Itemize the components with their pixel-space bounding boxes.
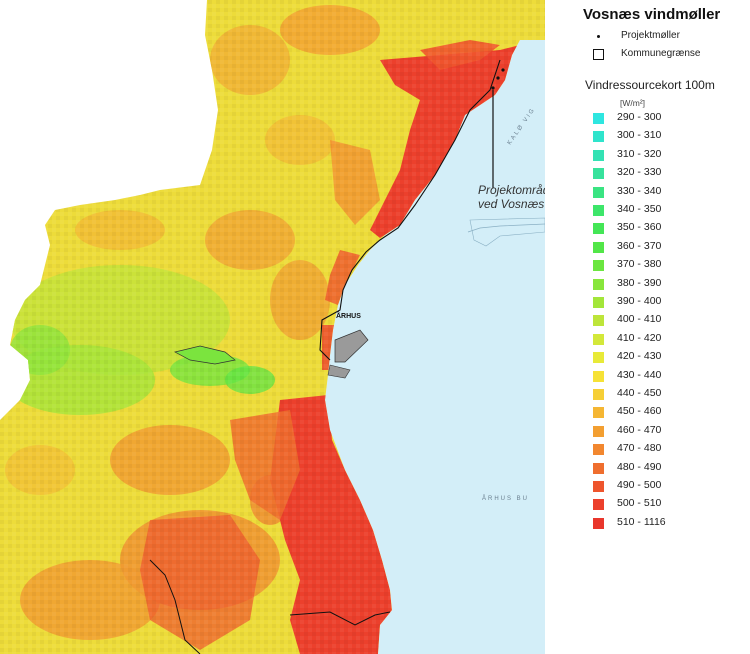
- legend-class-label: 400 - 410: [617, 313, 662, 326]
- legend-swatch: [593, 389, 604, 400]
- wind-resource-map[interactable]: Projektområdet ved Vosnæs ÅRHUS ÅRHUS BU…: [0, 0, 545, 654]
- legend-class-label: 300 - 310: [617, 129, 662, 142]
- legend-class-label: 510 - 1116: [617, 515, 666, 528]
- legend-class-label: 350 - 360: [617, 221, 662, 234]
- legend-class-label: 470 - 480: [617, 442, 662, 455]
- legend-swatch: [593, 499, 604, 511]
- legend-swatch: [593, 370, 604, 382]
- legend-class-label: 390 - 400: [617, 295, 662, 307]
- legend-swatch: [593, 149, 604, 161]
- legend-swatch: [593, 260, 604, 272]
- sea-water: [325, 40, 545, 654]
- wind-resource-unit: [W/m²]: [620, 98, 646, 108]
- legend-class-label: 360 - 370: [617, 239, 662, 252]
- harbour-pier: [327, 364, 351, 379]
- legend-swatch: [593, 186, 604, 198]
- legend-class-label: 500 - 510: [617, 497, 662, 510]
- project-label-line2: ved Vosnæs: [478, 197, 544, 211]
- legend-swatch: [593, 481, 604, 492]
- legend-class-label: 380 - 390: [617, 276, 662, 289]
- legend-swatch: [593, 278, 604, 290]
- legend-swatch: [593, 425, 604, 437]
- legend-symbol-label: Projektmøller: [621, 30, 680, 41]
- legend-swatch: [593, 131, 604, 143]
- wind-resource-title: Vindressourcekort 100m: [585, 78, 715, 92]
- legend-title: Vosnæs vindmøller: [583, 6, 721, 23]
- legend-class-label: 410 - 420: [617, 331, 662, 344]
- legend-class-label: 310 - 320: [617, 147, 662, 160]
- city-label: ÅRHUS: [336, 311, 361, 320]
- map-legend: Vosnæs vindmøller Projektmøller Kommuneg…: [583, 0, 750, 654]
- project-wind-turbine: [501, 68, 505, 72]
- legend-swatch: [593, 462, 604, 474]
- coastline-far: [467, 223, 545, 233]
- legend-class-label: 370 - 380: [617, 258, 662, 271]
- aarhus-harbour: [334, 329, 369, 363]
- legend-swatch: [593, 113, 604, 124]
- project-wind-turbine: [491, 86, 495, 90]
- legend-swatch: [593, 205, 604, 216]
- legend-swatch: [593, 333, 604, 345]
- municipal-border: [319, 59, 501, 361]
- legend-swatch: [593, 168, 604, 180]
- legend-swatch: [593, 223, 604, 235]
- legend-class-label: 480 - 490: [617, 460, 662, 473]
- legend-class-label: 330 - 340: [617, 184, 662, 197]
- project-wind-turbine: [496, 76, 500, 80]
- legend-swatch: [593, 407, 604, 419]
- dot-icon: [597, 35, 600, 38]
- legend-swatch: [593, 297, 604, 308]
- legend-class-label: 460 - 470: [617, 423, 662, 436]
- water-label-aarhus-bugt: ÅRHUS BU: [482, 495, 529, 502]
- legend-swatch: [593, 241, 604, 253]
- legend-swatch: [593, 517, 604, 529]
- legend-swatch: [593, 315, 604, 327]
- legend-class-label: 450 - 460: [617, 405, 662, 418]
- legend-class-label: 490 - 500: [617, 479, 662, 491]
- lake: [174, 345, 236, 365]
- square-outline-icon: [593, 49, 604, 60]
- legend-class-label: 420 - 430: [617, 350, 662, 363]
- legend-class-label: 340 - 350: [617, 203, 662, 215]
- legend-swatch: [593, 352, 604, 364]
- project-label-line1: Projektområdet: [478, 183, 545, 197]
- legend-class-label: 440 - 450: [617, 387, 662, 399]
- legend-class-label: 430 - 440: [617, 368, 662, 381]
- legend-class-label: 290 - 300: [617, 111, 662, 123]
- legend-swatch: [593, 444, 604, 456]
- municipal-border-south: [149, 559, 201, 654]
- legend-class-label: 320 - 330: [617, 166, 662, 179]
- municipal-border-se: [289, 611, 391, 626]
- legend-symbol-label: Kommunegrænse: [621, 48, 701, 59]
